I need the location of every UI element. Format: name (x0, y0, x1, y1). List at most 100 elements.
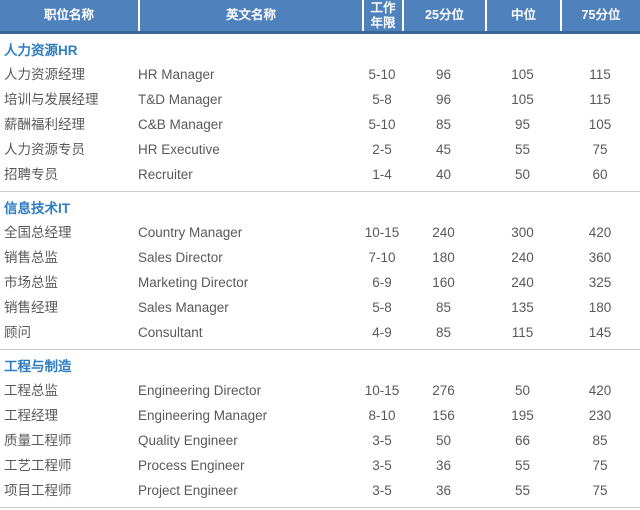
cell-percentile-75: 325 (588, 275, 612, 290)
cell-percentile-25: 160 (432, 275, 455, 290)
cell-median: 95 (514, 117, 531, 132)
table-row: 质量工程师 Quality Engineer 3-5 50 66 85 (0, 428, 640, 453)
cell-work-years: 7-10 (368, 250, 396, 265)
cell-job-title-en: Country Manager (138, 225, 243, 240)
cell-job-title-en: Consultant (138, 325, 203, 340)
cell-work-years: 5-8 (372, 92, 392, 107)
cell-percentile-25: 50 (435, 433, 452, 448)
cell-percentile-25: 85 (435, 325, 452, 340)
cell-job-title-en: Sales Director (138, 250, 223, 265)
cell-median: 240 (511, 250, 534, 265)
cell-work-years: 1-4 (372, 167, 392, 182)
cell-percentile-25: 276 (432, 383, 455, 398)
cell-percentile-25: 180 (432, 250, 455, 265)
cell-job-title-en: Process Engineer (138, 458, 245, 473)
cell-job-title-cn: 销售总监 (4, 250, 58, 265)
cell-percentile-25: 36 (435, 483, 452, 498)
cell-percentile-25: 96 (435, 67, 452, 82)
cell-job-title-cn: 人力资源专员 (4, 142, 85, 157)
cell-percentile-25: 85 (435, 117, 452, 132)
cell-job-title-cn: 培训与发展经理 (4, 92, 99, 107)
column-header-work-years: 工作年限 (362, 0, 402, 31)
cell-work-years: 6-9 (372, 275, 392, 290)
cell-median: 300 (511, 225, 534, 240)
cell-work-years: 10-15 (364, 383, 400, 398)
cell-job-title-en: HR Manager (138, 67, 215, 82)
cell-percentile-75: 60 (592, 167, 608, 182)
cell-work-years: 10-15 (364, 225, 400, 240)
column-header-percentile-25: 25分位 (402, 0, 485, 31)
cell-job-title-en: Marketing Director (138, 275, 249, 290)
cell-job-title-cn: 全国总经理 (4, 225, 72, 240)
cell-job-title-en: HR Executive (138, 142, 220, 157)
cell-median: 115 (511, 325, 534, 340)
section-rows: 全国总经理 Country Manager 10-15 240 300 420 … (0, 220, 640, 345)
table-row: 市场总监 Marketing Director 6-9 160 240 325 (0, 270, 640, 295)
cell-job-title-cn: 顾问 (4, 325, 31, 340)
cell-percentile-75: 75 (592, 142, 608, 157)
table-row: 工艺工程师 Process Engineer 3-5 36 55 75 (0, 453, 640, 478)
cell-job-title-cn: 工艺工程师 (4, 458, 72, 473)
job-category-section: 人力资源HR 人力资源经理 HR Manager 5-10 96 105 115… (0, 34, 640, 192)
cell-job-title-en: Sales Manager (138, 300, 229, 315)
cell-percentile-75: 230 (588, 408, 612, 423)
table-row: 招聘专员 Recruiter 1-4 40 50 60 (0, 162, 640, 187)
cell-work-years: 8-10 (368, 408, 396, 423)
section-title: 信息技术IT (4, 201, 70, 216)
cell-percentile-25: 240 (432, 225, 455, 240)
section-rows: 工程总监 Engineering Director 10-15 276 50 4… (0, 378, 640, 503)
table-row: 培训与发展经理 T&D Manager 5-8 96 105 115 (0, 87, 640, 112)
column-header-percentile-75: 75分位 (560, 0, 640, 31)
cell-job-title-cn: 工程经理 (4, 408, 58, 423)
cell-percentile-75: 85 (592, 433, 608, 448)
cell-job-title-cn: 招聘专员 (4, 167, 58, 182)
salary-table-body: 人力资源HR 人力资源经理 HR Manager 5-10 96 105 115… (0, 34, 640, 508)
cell-work-years: 5-10 (368, 117, 396, 132)
cell-job-title-en: Quality Engineer (138, 433, 238, 448)
cell-work-years: 4-9 (372, 325, 392, 340)
cell-median: 55 (514, 458, 531, 473)
section-title: 人力资源HR (4, 43, 78, 58)
cell-job-title-cn: 销售经理 (4, 300, 58, 315)
cell-percentile-75: 105 (588, 117, 612, 132)
cell-percentile-75: 145 (588, 325, 612, 340)
section-rows: 人力资源经理 HR Manager 5-10 96 105 115 培训与发展经… (0, 62, 640, 187)
cell-work-years: 2-5 (372, 142, 392, 157)
cell-work-years: 5-10 (368, 67, 396, 82)
cell-percentile-75: 115 (589, 67, 611, 82)
cell-percentile-25: 45 (435, 142, 452, 157)
section-title: 工程与制造 (4, 359, 72, 374)
cell-percentile-25: 36 (435, 458, 452, 473)
cell-work-years: 5-8 (372, 300, 392, 315)
cell-job-title-cn: 工程总监 (4, 383, 58, 398)
cell-work-years: 3-5 (372, 483, 392, 498)
cell-job-title-en: Engineering Director (138, 383, 262, 398)
cell-percentile-25: 40 (435, 167, 452, 182)
cell-percentile-75: 420 (588, 383, 612, 398)
column-header-median: 中位 (485, 0, 560, 31)
table-row: 工程经理 Engineering Manager 8-10 156 195 23… (0, 403, 640, 428)
cell-job-title-en: Project Engineer (138, 483, 238, 498)
cell-job-title-en: Recruiter (138, 167, 193, 182)
table-row: 工程总监 Engineering Director 10-15 276 50 4… (0, 378, 640, 403)
cell-percentile-75: 360 (588, 250, 612, 265)
table-row: 销售总监 Sales Director 7-10 180 240 360 (0, 245, 640, 270)
cell-job-title-cn: 质量工程师 (4, 433, 72, 448)
cell-percentile-75: 180 (588, 300, 612, 315)
cell-work-years: 3-5 (372, 458, 392, 473)
table-row: 薪酬福利经理 C&B Manager 5-10 85 95 105 (0, 112, 640, 137)
column-header-job-title-cn: 职位名称 (43, 8, 94, 23)
cell-percentile-75: 420 (588, 225, 612, 240)
cell-percentile-25: 85 (435, 300, 452, 315)
table-row: 项目工程师 Project Engineer 3-5 36 55 75 (0, 478, 640, 503)
job-category-section: 工程与制造 工程总监 Engineering Director 10-15 27… (0, 350, 640, 508)
cell-median: 50 (514, 167, 531, 182)
table-row: 全国总经理 Country Manager 10-15 240 300 420 (0, 220, 640, 245)
cell-percentile-75: 75 (592, 458, 608, 473)
cell-percentile-75: 115 (589, 92, 611, 107)
column-header-job-title-en: 英文名称 (138, 0, 362, 31)
cell-job-title-en: T&D Manager (138, 92, 223, 107)
cell-median: 50 (514, 383, 531, 398)
cell-median: 105 (511, 92, 534, 107)
table-row: 人力资源经理 HR Manager 5-10 96 105 115 (0, 62, 640, 87)
